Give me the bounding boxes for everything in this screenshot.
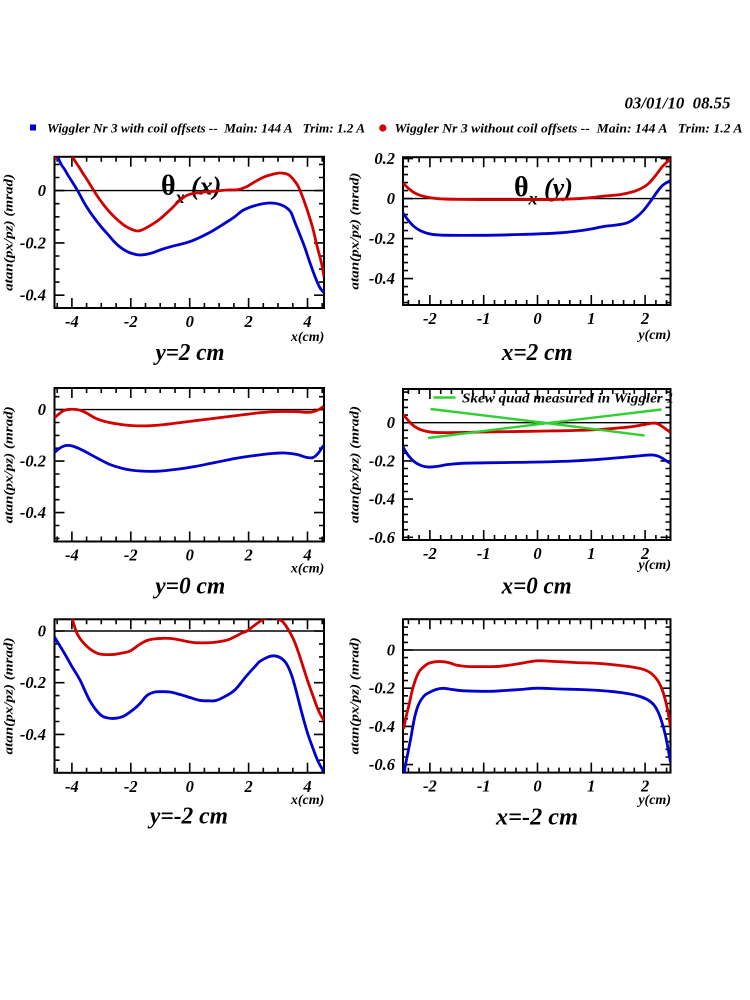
svg-text:2: 2 [243,312,252,331]
svg-text:-1: -1 [477,777,491,796]
svg-text:(x): (x) [191,172,221,201]
svg-text:4: 4 [302,777,311,796]
svg-text:y(cm): y(cm) [636,558,671,573]
svg-text:x=0 cm: x=0 cm [501,574,572,600]
svg-text:-1: -1 [477,309,491,328]
svg-text:0.2: 0.2 [374,149,395,168]
svg-text:-0.2: -0.2 [20,673,46,692]
svg-text:atan(px/pz) (mrad): atan(px/pz) (mrad) [1,638,16,755]
svg-text:2: 2 [640,309,649,328]
svg-text:y(cm): y(cm) [636,328,671,343]
svg-text:0: 0 [533,309,541,328]
svg-text:-2: -2 [423,544,437,563]
svg-text:y=-2 cm: y=-2 cm [147,804,228,830]
svg-text:1: 1 [587,544,595,563]
svg-text:atan(px/pz) (mrad): atan(px/pz) (mrad) [1,174,16,291]
svg-text:0: 0 [38,622,46,641]
svg-text:-0.4: -0.4 [20,725,46,744]
svg-text:-4: -4 [65,777,79,796]
svg-text:-0.4: -0.4 [369,717,395,736]
svg-text:-2: -2 [124,546,138,565]
svg-text:x(cm): x(cm) [290,793,324,808]
svg-text:2: 2 [243,546,252,565]
svg-text:-4: -4 [65,312,79,331]
svg-text:-2: -2 [423,309,437,328]
svg-text:-2: -2 [124,777,138,796]
svg-text:1: 1 [587,309,595,328]
svg-text:θ: θ [161,171,176,202]
svg-text:0: 0 [533,544,541,563]
svg-text:-0.2: -0.2 [20,233,46,252]
svg-text:-0.4: -0.4 [20,503,46,522]
svg-text:x=2 cm: x=2 cm [501,340,573,366]
svg-text:x(cm): x(cm) [290,562,324,577]
svg-text:Skew quad measured in Wiggler: Skew quad measured in Wiggler 1 [462,391,674,406]
svg-text:0: 0 [387,189,395,208]
svg-text:-1: -1 [477,544,491,563]
svg-text:0: 0 [387,641,395,660]
svg-text:1: 1 [587,777,595,796]
svg-text:-0.2: -0.2 [369,229,395,248]
svg-text:2: 2 [640,777,649,796]
svg-text:03/01/10 08.55: 03/01/10 08.55 [625,94,731,113]
svg-text:-0.6: -0.6 [369,528,396,547]
svg-text:x: x [175,187,185,207]
svg-text:0: 0 [186,312,194,331]
svg-text:-0.2: -0.2 [369,451,395,470]
svg-text:-0.2: -0.2 [20,452,46,471]
svg-text:Wiggler Nr 3 with coil offsets: Wiggler Nr 3 with coil offsets -- Main: … [47,121,365,136]
svg-text:0: 0 [533,777,541,796]
svg-text:θ: θ [514,172,529,203]
svg-text:atan(px/pz) (mrad): atan(px/pz) (mrad) [347,406,362,523]
svg-text:-0.4: -0.4 [369,269,395,288]
svg-text:y(cm): y(cm) [636,793,671,808]
svg-text:0: 0 [186,546,194,565]
svg-text:-0.2: -0.2 [369,679,395,698]
svg-text:atan(px/pz) (mrad): atan(px/pz) (mrad) [347,173,362,290]
svg-text:x(cm): x(cm) [290,330,324,345]
svg-text:-2: -2 [124,312,138,331]
svg-text:2: 2 [640,544,649,563]
svg-text:0: 0 [186,777,194,796]
svg-text:0: 0 [387,413,395,432]
svg-text:4: 4 [302,546,311,565]
svg-text:-4: -4 [65,546,79,565]
svg-text:y=2 cm: y=2 cm [153,340,225,366]
svg-text:atan(px/pz) (mrad): atan(px/pz) (mrad) [1,406,16,523]
svg-text:(y): (y) [544,173,573,202]
svg-text:Wiggler Nr 3 without coil offs: Wiggler Nr 3 without coil offsets -- Mai… [395,121,743,136]
svg-text:-0.4: -0.4 [369,490,395,509]
svg-text:x=-2 cm: x=-2 cm [495,805,578,831]
svg-text:atan(px/pz) (mrad): atan(px/pz) (mrad) [347,637,362,754]
svg-text:2: 2 [243,777,252,796]
svg-text:0: 0 [38,181,46,200]
svg-text:4: 4 [302,312,311,331]
svg-text:-2: -2 [423,777,437,796]
svg-text:0: 0 [38,400,46,419]
svg-text:-0.4: -0.4 [20,286,46,305]
svg-text:-0.6: -0.6 [369,755,396,774]
svg-text:y=0 cm: y=0 cm [152,574,225,600]
